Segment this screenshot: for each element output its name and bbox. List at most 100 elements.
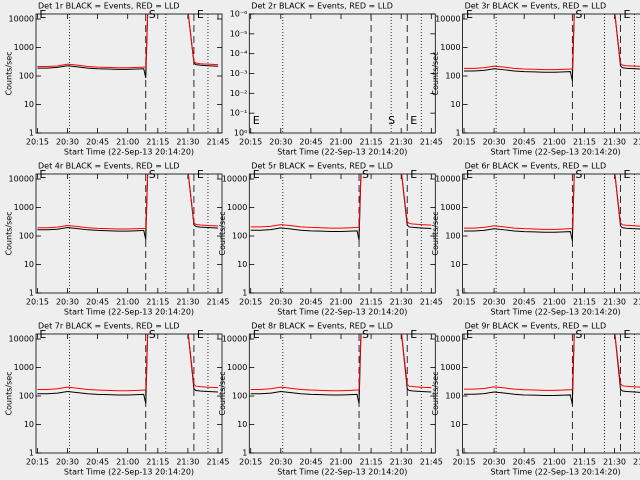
series-line xyxy=(464,174,640,241)
x-tick-label: 20:15 xyxy=(26,138,49,147)
y-tick-label: 1 xyxy=(456,289,461,298)
plot-frame xyxy=(248,333,436,454)
y-tick-label: 1000 xyxy=(440,363,460,372)
panel: Det 2r BLACK = Events, RED = LLD Start Ti… xyxy=(230,2,443,157)
x-tick-label: 21:45 xyxy=(633,298,640,307)
y-tick-label: 1000 xyxy=(14,203,34,212)
annotation: E xyxy=(253,114,260,127)
x-tick-label: 21:45 xyxy=(633,458,640,467)
plot-frame xyxy=(462,333,640,454)
annotation: E xyxy=(39,328,46,341)
x-tick-label: 21:15 xyxy=(360,298,383,307)
y-tick-label: 10000 xyxy=(9,335,34,344)
annotation: S xyxy=(362,328,369,341)
y-tick-label: 10000 xyxy=(222,175,247,184)
y-tick-label: 10⁻⁵ xyxy=(230,29,248,38)
x-tick-label: 20:30 xyxy=(269,458,292,467)
plot-frame xyxy=(35,13,223,134)
y-tick-label: 10 xyxy=(237,420,247,429)
y-tick-label: 1 xyxy=(242,289,247,298)
x-axis-label: Start Time (22-Sep-13 20:14:20) xyxy=(491,148,621,157)
annotation: E xyxy=(39,168,46,181)
y-tick-label: 1 xyxy=(456,129,461,138)
panel: Det 1r BLACK = Events, RED = LLD Counts/s… xyxy=(5,2,230,157)
annotation: E xyxy=(197,328,204,341)
panel: Det 4r BLACK = Events, RED = LLD Counts/s… xyxy=(5,162,230,317)
x-tick-label: 20:45 xyxy=(299,298,322,307)
y-tick-label: 1000 xyxy=(227,363,247,372)
panel: Det 8r BLACK = Events, RED = LLD Counts/s… xyxy=(218,322,443,477)
y-tick-label: 100 xyxy=(445,392,460,401)
annotation: E xyxy=(253,328,260,341)
x-tick-label: 20:15 xyxy=(239,458,262,467)
x-tick-label: 20:45 xyxy=(513,138,536,147)
x-tick-label: 20:45 xyxy=(299,138,322,147)
x-tick-label: 21:00 xyxy=(329,298,352,307)
x-tick-label: 20:15 xyxy=(452,458,475,467)
y-tick-label: 10000 xyxy=(9,175,34,184)
y-tick-label: 100 xyxy=(232,232,247,241)
panel: Det 5r BLACK = Events, RED = LLD Counts/s… xyxy=(218,162,443,317)
x-tick-label: 21:30 xyxy=(176,298,199,307)
x-tick-label: 21:45 xyxy=(420,138,443,147)
y-tick-label: 10⁻³ xyxy=(230,69,248,78)
y-tick-label: 10⁻⁶ xyxy=(230,10,248,19)
x-tick-label: 21:30 xyxy=(603,298,626,307)
chart-title: Det 2r BLACK = Events, RED = LLD xyxy=(251,2,393,11)
series-group xyxy=(37,334,219,404)
x-tick-label: 21:30 xyxy=(390,138,413,147)
series-line xyxy=(250,174,432,229)
y-axis-label: Counts/sec xyxy=(218,371,227,415)
x-tick-label: 21:45 xyxy=(420,458,443,467)
x-axis-label: Start Time (22-Sep-13 20:14:20) xyxy=(64,148,194,157)
x-axis-label: Start Time (22-Sep-13 20:14:20) xyxy=(64,468,194,477)
y-tick-label: 100 xyxy=(19,72,34,81)
x-tick-label: 20:15 xyxy=(452,138,475,147)
x-tick-label: 21:15 xyxy=(146,298,169,307)
y-tick-label: 10000 xyxy=(9,15,34,24)
y-tick-label: 10 xyxy=(24,420,34,429)
x-tick-label: 21:30 xyxy=(390,298,413,307)
series-line xyxy=(37,14,219,69)
y-tick-label: 100 xyxy=(445,232,460,241)
y-tick-label: 10 xyxy=(237,260,247,269)
x-tick-label: 21:00 xyxy=(329,138,352,147)
x-tick-label: 20:30 xyxy=(483,458,506,467)
y-tick-label: 1000 xyxy=(14,363,34,372)
x-tick-label: 21:00 xyxy=(116,138,139,147)
annotation: E xyxy=(253,168,260,181)
y-tick-label: 100 xyxy=(19,392,34,401)
annotation: E xyxy=(39,8,46,21)
x-tick-label: 21:15 xyxy=(360,458,383,467)
plot-frame xyxy=(248,13,436,134)
series-group xyxy=(464,14,640,81)
x-tick-label: 21:00 xyxy=(116,458,139,467)
y-axis-label: Counts/sec xyxy=(5,51,14,95)
y-tick-label: 100 xyxy=(19,232,34,241)
y-tick-label: 10⁻¹ xyxy=(230,109,248,118)
x-axis-label: Start Time (22-Sep-13 20:14:20) xyxy=(277,468,407,477)
chart-title: Det 1r BLACK = Events, RED = LLD xyxy=(38,2,180,11)
y-tick-label: 10 xyxy=(450,260,460,269)
y-tick-label: 100 xyxy=(232,392,247,401)
x-tick-label: 21:15 xyxy=(573,138,596,147)
y-axis-label: Counts/sec xyxy=(5,371,14,415)
y-axis-label: Counts/sec xyxy=(431,211,440,255)
x-tick-label: 21:45 xyxy=(206,298,229,307)
x-tick-label: 20:45 xyxy=(86,138,109,147)
series-line xyxy=(37,334,219,404)
x-axis-label: Start Time (22-Sep-13 20:14:20) xyxy=(491,468,621,477)
y-tick-label: 1 xyxy=(29,449,34,458)
panel: Det 3r BLACK = Events, RED = LLD Counts/s… xyxy=(431,2,640,157)
series-line xyxy=(37,174,219,230)
chart-title: Det 3r BLACK = Events, RED = LLD xyxy=(465,2,607,11)
x-tick-label: 20:30 xyxy=(56,298,79,307)
x-tick-label: 20:30 xyxy=(269,298,292,307)
x-axis-label: Start Time (22-Sep-13 20:14:20) xyxy=(491,308,621,317)
annotation: E xyxy=(410,328,417,341)
annotation: E xyxy=(624,168,631,181)
y-axis-label: Counts/sec xyxy=(431,51,440,95)
series-group xyxy=(250,174,432,241)
